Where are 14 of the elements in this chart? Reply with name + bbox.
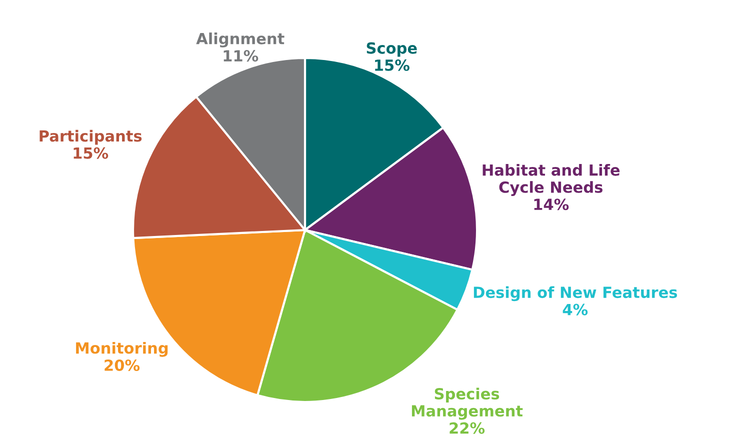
slice-label: Alignment [196, 32, 284, 48]
slice-label: Scope [366, 42, 417, 57]
data-label: 20% [104, 359, 140, 372]
data-label: 14% [534, 198, 569, 210]
data-label: 22% [450, 422, 485, 434]
slice-label: Habitat and Life Cycle Needs [482, 164, 620, 196]
data-label: 4% [562, 304, 588, 316]
slice-label: Participants [40, 130, 142, 145]
slice-label: Species Management [412, 388, 523, 420]
data-label: 11% [224, 50, 258, 62]
slice-label: Design of New Features [474, 286, 678, 302]
data-label: 15% [375, 59, 410, 71]
data-label: 15% [74, 147, 108, 159]
slice-label: Monitoring [76, 342, 168, 357]
